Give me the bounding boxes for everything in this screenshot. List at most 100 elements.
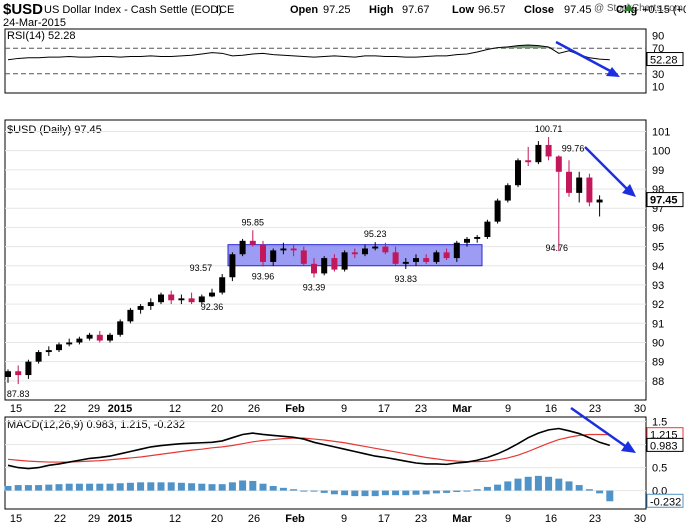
macd-histogram-bar bbox=[392, 490, 400, 496]
price-annotation: 99.76 bbox=[562, 143, 585, 153]
candle-body bbox=[402, 261, 409, 264]
macd-histogram-bar bbox=[494, 484, 502, 491]
x-tick-label: 23 bbox=[415, 403, 427, 415]
macd-line bbox=[7, 427, 611, 470]
macd-histogram-bar bbox=[96, 483, 104, 491]
macd-histogram-bar bbox=[239, 480, 247, 491]
macd-histogram-bar bbox=[514, 478, 522, 491]
macd-histogram-bar bbox=[300, 490, 308, 492]
ohlc-value: 97.25 bbox=[323, 4, 351, 16]
x-tick-label: 12 bbox=[169, 403, 181, 415]
candle-body bbox=[188, 298, 195, 303]
candle-body bbox=[576, 177, 583, 193]
candle-body bbox=[443, 252, 450, 259]
candle-body bbox=[494, 200, 501, 222]
ohlc-value: 96.57 bbox=[478, 4, 506, 16]
x-tick-label: 23 bbox=[589, 513, 601, 525]
price-annotation: 100.71 bbox=[535, 124, 563, 134]
x-axis-price: 15 22 29 2015 12 20 26 Feb 9 17 23 Mar 9 16 23 30 bbox=[10, 403, 646, 415]
candle-body bbox=[372, 246, 379, 249]
price-tick-label: 100 bbox=[652, 146, 670, 158]
rsi-value-label: 52.28 bbox=[650, 55, 678, 67]
candle-body bbox=[331, 258, 338, 270]
macd-tick-label: 0.5 bbox=[652, 463, 667, 475]
macd-title: MACD(12,26,9) 0.983, 1.215, -0.232 bbox=[7, 419, 185, 431]
macd-histogram-bar bbox=[606, 490, 614, 502]
price-annotation: 93.83 bbox=[395, 274, 418, 284]
candle-body bbox=[341, 252, 348, 270]
candle-body bbox=[178, 298, 185, 301]
candle-body bbox=[351, 252, 358, 255]
macd-histogram-bar bbox=[422, 490, 430, 495]
macd-histogram-bar bbox=[575, 485, 583, 491]
macd-histogram-bar bbox=[4, 486, 12, 491]
price-tick-label: 88 bbox=[652, 376, 664, 388]
date: 24-Mar-2015 bbox=[3, 17, 66, 29]
x-tick-label: 2015 bbox=[108, 513, 132, 525]
macd-histogram-bar bbox=[463, 490, 471, 492]
x-tick-label: 20 bbox=[211, 403, 223, 415]
macd-histogram-bar bbox=[116, 483, 124, 491]
macd-histogram-bar bbox=[341, 490, 349, 496]
macd-histogram-bar bbox=[432, 490, 440, 494]
candle-body bbox=[392, 252, 399, 264]
price-annotation: 87.83 bbox=[7, 389, 30, 399]
candle-body bbox=[219, 277, 226, 293]
macd-histogram-bar bbox=[55, 484, 63, 491]
candle-body bbox=[158, 294, 164, 303]
candle-body bbox=[515, 160, 521, 186]
x-tick-label: 26 bbox=[248, 403, 260, 415]
price-annotation: 92.36 bbox=[201, 302, 224, 312]
exchange: ICE bbox=[216, 4, 234, 16]
macd-histogram-bar bbox=[371, 490, 379, 497]
macd-histogram-bar bbox=[565, 481, 573, 491]
macd-histogram-bar bbox=[320, 490, 328, 493]
candle-body bbox=[117, 321, 124, 335]
price-value-box bbox=[646, 192, 684, 208]
candle-body bbox=[453, 242, 460, 259]
macd-histogram-bar bbox=[361, 490, 369, 497]
candle-body bbox=[300, 250, 307, 264]
macd-histogram-bar bbox=[198, 483, 206, 491]
price-tick-label: 92 bbox=[652, 299, 664, 311]
x-tick-label: 15 bbox=[10, 513, 22, 525]
candle-body bbox=[362, 248, 368, 255]
ohlc-label: Close bbox=[524, 4, 554, 16]
macd-histogram-bar bbox=[555, 478, 563, 491]
candle-body bbox=[260, 244, 266, 262]
price-trend-arrow bbox=[584, 146, 636, 197]
price-tick-label: 93 bbox=[652, 280, 664, 292]
candle-body bbox=[168, 294, 175, 301]
macd-histogram-bar bbox=[473, 489, 481, 491]
price-tick-label: 90 bbox=[652, 337, 664, 349]
macd-histogram-bar bbox=[14, 485, 22, 491]
macd-histogram-bar bbox=[453, 490, 461, 492]
ohlc-label: Low bbox=[452, 4, 474, 16]
candle-body bbox=[545, 144, 552, 157]
ohlc-readout: Open97.25High97.67Low96.57Close97.45Chg+… bbox=[290, 4, 686, 16]
macd-histogram-bar bbox=[65, 483, 73, 491]
macd-histogram-bar bbox=[137, 482, 145, 491]
rsi-tick-label: 90 bbox=[652, 30, 664, 42]
ohlc-value: 97.67 bbox=[402, 4, 430, 16]
candle-body bbox=[137, 306, 144, 310]
x-tick-label: Feb bbox=[285, 403, 305, 415]
x-tick-label: 29 bbox=[88, 403, 100, 415]
price-annotation: 93.39 bbox=[303, 282, 326, 292]
candle-body bbox=[413, 258, 419, 262]
macd-histogram-bar bbox=[351, 490, 359, 497]
candle-body bbox=[198, 296, 205, 303]
candle-body bbox=[535, 144, 542, 163]
rsi-title: RSI(14) 52.28 bbox=[7, 30, 75, 42]
candle-body bbox=[96, 334, 103, 341]
candle-body bbox=[5, 371, 11, 377]
price-value-label: 97.45 bbox=[650, 195, 678, 207]
x-tick-label: 29 bbox=[88, 513, 100, 525]
price-tick-label: 96 bbox=[652, 222, 664, 234]
header: $USD US Dollar Index - Cash Settle (EOD)… bbox=[3, 1, 686, 29]
candle-body bbox=[239, 240, 246, 255]
x-tick-label: 16 bbox=[545, 403, 557, 415]
x-tick-label: 9 bbox=[505, 403, 511, 415]
candle-body bbox=[311, 263, 317, 274]
candle-body bbox=[290, 248, 297, 251]
